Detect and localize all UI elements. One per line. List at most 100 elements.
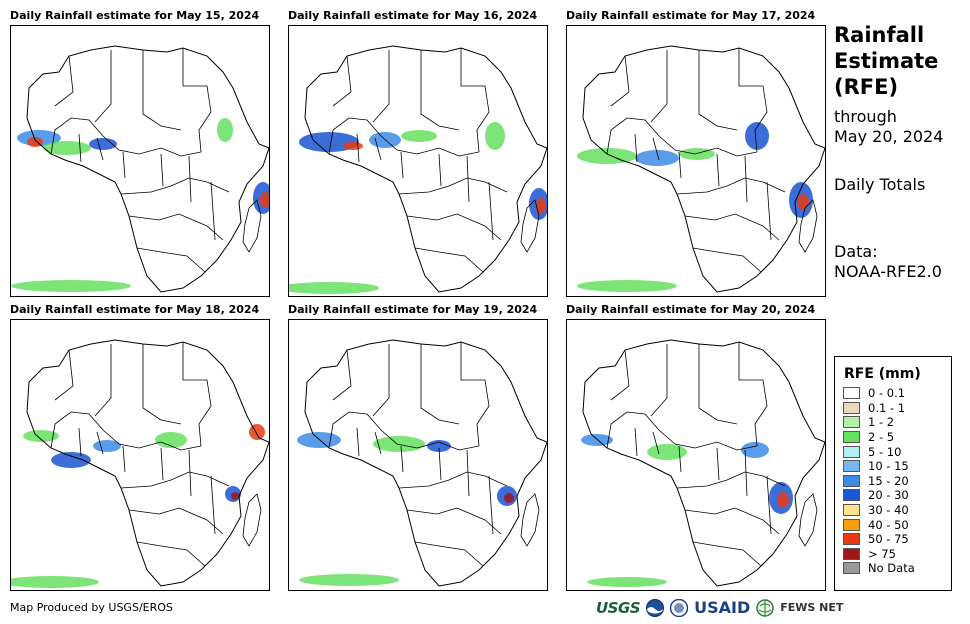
usgs-logo: USGS [596,598,641,617]
map-credit: Map Produced by USGS/EROS [10,601,173,614]
rainfall-patch [777,492,789,508]
rainfall-patch [43,141,91,155]
legend-item: 30 - 40 [843,503,951,518]
country-border [128,213,224,241]
country-border [120,177,230,195]
rainfall-map [288,25,548,297]
legend-item: 40 - 50 [843,517,951,532]
africa-map-svg [289,45,547,294]
rainfall-patch [299,574,399,586]
legend-item: 0 - 0.1 [843,386,951,401]
country-border [606,117,758,157]
country-border [50,411,202,451]
africa-coastline [26,45,269,293]
rainfall-patch [647,444,687,460]
logo-strip: USGS USAID FEWS NET [596,598,843,617]
africa-coastline [304,339,547,587]
rainfall-patch [745,122,769,150]
country-border [94,50,112,123]
legend-swatch [843,460,860,473]
totals-label: Daily Totals [834,175,926,194]
country-border [438,447,494,535]
through-label: through [834,107,897,126]
country-border [50,117,202,157]
country-border [128,507,224,535]
africa-map-svg [577,45,825,293]
legend-swatch [843,474,860,487]
country-border [460,342,490,447]
country-border [460,48,490,153]
africa-coastline [582,339,825,587]
legend-swatch [843,562,860,575]
africa-map-svg [581,339,825,587]
rainfall-layer [289,122,547,294]
country-border [698,50,738,131]
country-border [160,153,216,241]
legend-swatch [843,533,860,546]
legend-item: No Data [843,561,951,576]
country-border [634,133,682,179]
rainfall-patch [260,192,269,208]
rainfall-patch [11,280,131,292]
map-panel-title: Daily Rainfall estimate for May 15, 2024 [10,9,260,22]
legend-item: 15 - 20 [843,474,951,489]
legend-item: 50 - 75 [843,532,951,547]
legend-label: 30 - 40 [868,503,909,518]
map-panel-title: Daily Rainfall estimate for May 17, 2024 [566,9,816,22]
africa-map-svg [11,339,269,588]
product-title: Rainfall Estimate (RFE) [834,22,938,100]
legend-swatch [843,431,860,444]
legend-item: 1 - 2 [843,415,951,430]
map-panel-may-19: Daily Rainfall estimate for May 19, 2024 [288,303,548,591]
country-border [332,349,352,401]
madagascar-outline [520,199,540,253]
africa-coastline [304,45,547,293]
country-border [716,153,772,241]
product-title-line: Rainfall [834,23,925,47]
legend-label: 1 - 2 [868,415,895,430]
country-border [692,541,762,567]
legend-swatch [843,518,860,531]
country-border [438,153,494,241]
legend-title: RFE (mm) [844,366,921,382]
rainfall-patch [577,148,637,164]
legend-item: 2 - 5 [843,430,951,445]
rainfall-patch [11,576,99,588]
legend-label: 50 - 75 [868,532,909,547]
country-border [420,50,460,131]
country-border [650,50,668,123]
country-border [328,117,480,157]
rainfall-patch [504,493,514,503]
africa-map-svg [11,45,269,293]
rainfall-patch [401,130,437,142]
madagascar-outline [242,199,262,253]
country-border [606,411,758,451]
country-border [650,344,668,417]
legend-item: 0.1 - 1 [843,401,951,416]
country-border [372,344,390,417]
legend-swatch [843,445,860,458]
rainfall-map [566,25,826,297]
rainfall-patch [797,194,809,210]
country-border [160,447,216,535]
legend-swatch [843,547,860,560]
map-panel-title: Daily Rainfall estimate for May 19, 2024 [288,303,538,316]
country-border [738,48,768,153]
rainfall-map [10,25,270,297]
country-border [54,349,74,401]
country-border [332,55,352,107]
map-panel-may-17: Daily Rainfall estimate for May 17, 2024 [566,9,826,297]
country-border [356,427,404,473]
country-border [692,247,762,273]
map-panel-title: Daily Rainfall estimate for May 16, 2024 [288,9,538,22]
map-panel-may-15: Daily Rainfall estimate for May 15, 2024 [10,9,270,297]
rainfall-patch [577,280,677,292]
rainfall-patch [51,452,91,468]
legend-label: 2 - 5 [868,430,895,445]
country-border [698,344,738,425]
legend-swatch [843,416,860,429]
legend-label: 40 - 50 [868,517,909,532]
data-label: Data: [834,242,878,261]
map-panel-title: Daily Rainfall estimate for May 18, 2024 [10,303,260,316]
